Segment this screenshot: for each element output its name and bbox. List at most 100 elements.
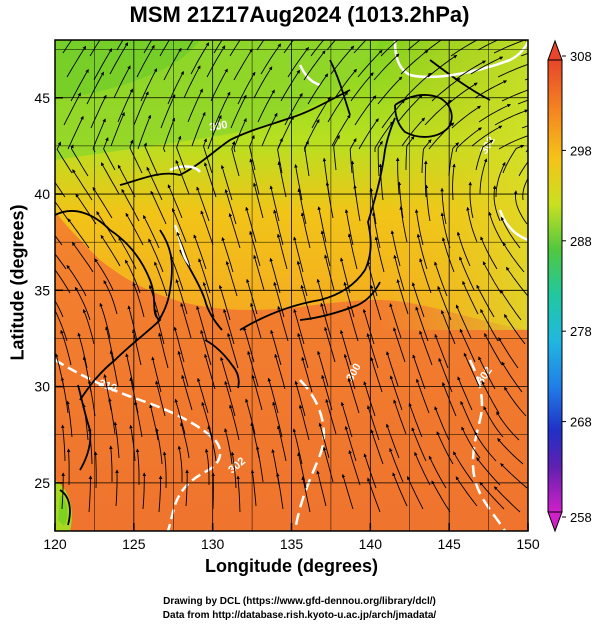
streamline <box>253 182 264 219</box>
streamline <box>93 451 98 489</box>
streamline <box>250 302 262 339</box>
streamline <box>389 303 402 339</box>
streamline <box>113 421 120 459</box>
streamline <box>493 40 528 54</box>
streamline <box>67 218 90 249</box>
streamline <box>229 404 240 441</box>
streamline <box>374 121 394 152</box>
streamline <box>74 286 91 321</box>
streamline <box>60 376 69 414</box>
x-tick-label: 140 <box>359 536 383 552</box>
streamline <box>500 463 528 489</box>
streamline <box>163 47 182 81</box>
colorbar-tick-label: 278 <box>570 324 592 339</box>
streamline <box>386 351 399 387</box>
streamline <box>322 446 334 483</box>
streamline <box>255 445 264 483</box>
streamline <box>140 68 158 102</box>
streamline <box>340 329 352 366</box>
y-tick-label: 45 <box>34 90 50 106</box>
streamline <box>504 313 526 345</box>
streamline <box>117 88 134 123</box>
streamline <box>421 139 432 174</box>
streamline <box>174 398 186 435</box>
streamline <box>204 448 210 485</box>
streamline <box>245 398 256 435</box>
streamline <box>253 254 265 291</box>
streamline <box>203 162 217 198</box>
streamline <box>478 356 496 390</box>
streamline <box>61 424 66 462</box>
streamline <box>462 280 479 315</box>
streamline <box>75 193 97 225</box>
streamline <box>436 431 454 465</box>
streamline <box>405 135 415 170</box>
streamline <box>344 425 357 462</box>
streamline <box>96 211 117 243</box>
streamline <box>370 429 384 465</box>
streamline <box>142 214 160 249</box>
x-tick-label: 120 <box>43 536 67 552</box>
streamline <box>99 302 111 339</box>
streamline <box>367 477 381 513</box>
streamline <box>158 475 163 513</box>
streamline <box>55 181 66 198</box>
streamline <box>196 305 208 342</box>
streamline <box>399 206 408 243</box>
streamline <box>350 72 374 102</box>
streamline <box>143 40 153 54</box>
streamline <box>180 302 192 339</box>
streamline <box>277 425 287 462</box>
streamline <box>470 56 504 75</box>
streamline <box>377 76 403 105</box>
streamline <box>154 308 165 345</box>
streamline <box>121 188 140 222</box>
streamline <box>62 40 73 54</box>
streamline <box>247 350 259 387</box>
streamline <box>135 448 140 485</box>
streamline <box>66 45 87 78</box>
streamline <box>177 350 189 387</box>
streamline <box>134 401 143 438</box>
streamline <box>276 472 284 510</box>
streamline <box>482 261 502 294</box>
streamline <box>109 445 113 482</box>
streamline <box>93 48 113 81</box>
colorbar: 308 298 288 278 268 258 <box>547 39 592 533</box>
streamline <box>175 159 190 195</box>
footer-drawing-credit: Drawing by DCL (https://www.gfd-dennou.o… <box>163 596 436 607</box>
footer-data-credit: Data from http://database.rish.kyoto-u.a… <box>162 610 437 621</box>
streamline <box>381 99 405 129</box>
streamline <box>460 400 477 435</box>
streamline <box>162 451 167 489</box>
streamline <box>70 144 89 177</box>
streamline <box>502 144 525 174</box>
streamline <box>110 112 125 147</box>
streamline <box>348 450 361 486</box>
streamline <box>300 284 312 321</box>
streamline <box>127 305 138 342</box>
streamline <box>82 403 89 441</box>
streamline <box>109 350 119 387</box>
streamline <box>316 278 328 315</box>
streamline <box>133 91 149 126</box>
streamline <box>475 139 494 171</box>
streamline <box>340 257 351 294</box>
streamline <box>231 140 240 177</box>
streamline <box>88 475 93 513</box>
streamline <box>181 374 193 411</box>
streamline <box>334 68 357 99</box>
streamline <box>340 401 353 438</box>
streamline <box>277 305 289 342</box>
streamline <box>380 40 399 57</box>
streamline <box>404 72 432 99</box>
streamline <box>70 68 89 102</box>
streamline <box>257 89 275 123</box>
streamline <box>484 332 503 366</box>
streamline <box>495 161 506 198</box>
streamline <box>400 49 429 75</box>
streamline <box>453 451 474 483</box>
streamline <box>353 40 367 54</box>
contour-label: 300 <box>208 119 228 134</box>
